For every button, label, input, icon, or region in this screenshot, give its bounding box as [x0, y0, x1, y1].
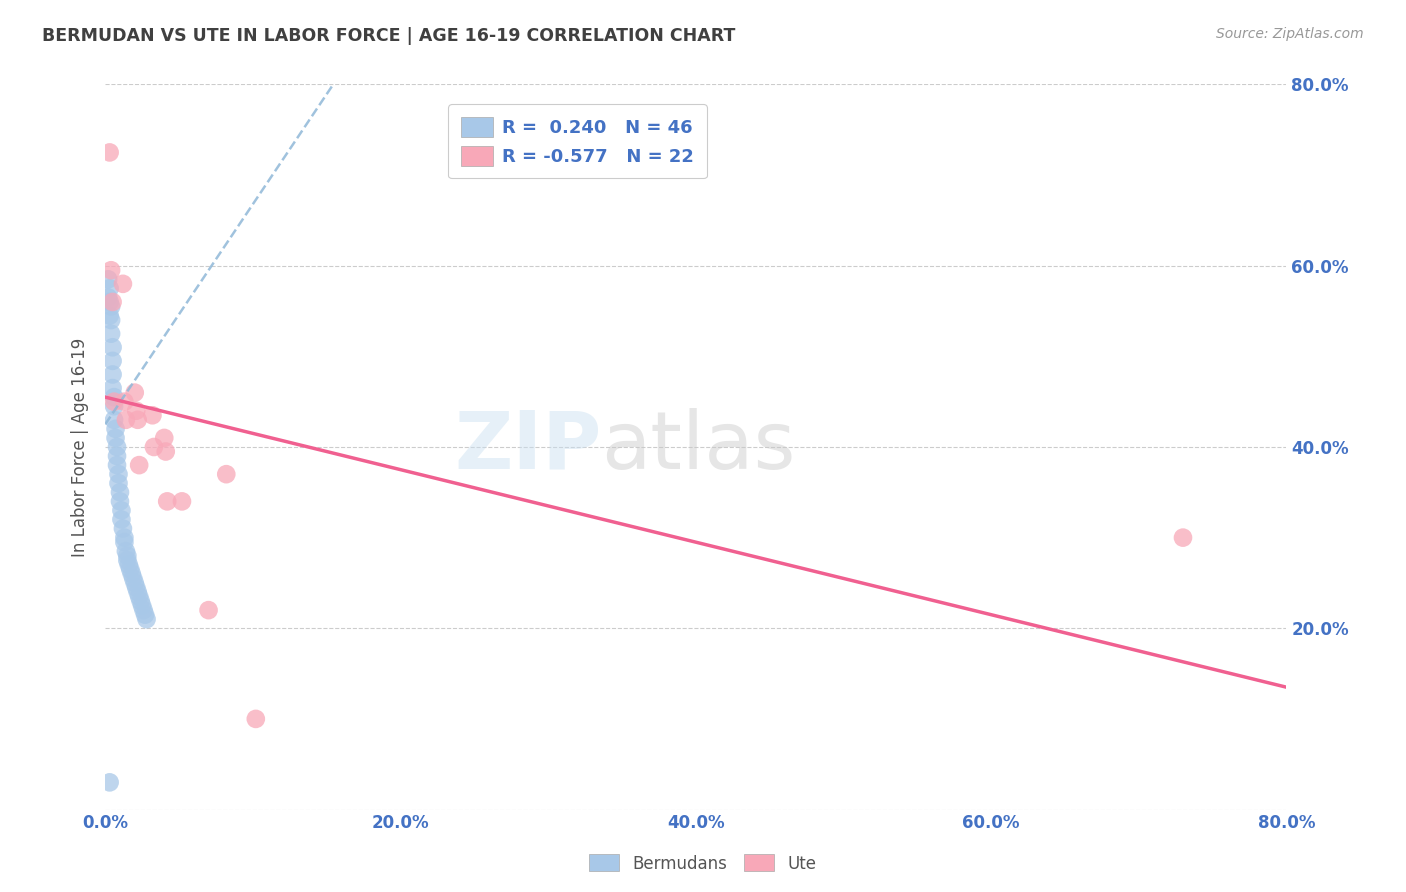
- Point: [170, 494, 193, 508]
- Point: [112, 531, 135, 545]
- Point: [100, 263, 122, 277]
- Point: [124, 385, 146, 400]
- Text: atlas: atlas: [602, 408, 796, 486]
- Point: [103, 394, 125, 409]
- Point: [115, 413, 138, 427]
- Point: [125, 403, 148, 417]
- Point: [103, 413, 125, 427]
- Point: [105, 449, 128, 463]
- Point: [141, 409, 163, 423]
- Point: [124, 576, 146, 591]
- Text: BERMUDAN VS UTE IN LABOR FORCE | AGE 16-19 CORRELATION CHART: BERMUDAN VS UTE IN LABOR FORCE | AGE 16-…: [42, 27, 735, 45]
- Point: [101, 368, 124, 382]
- Point: [112, 394, 135, 409]
- Point: [1171, 531, 1194, 545]
- Point: [112, 535, 135, 549]
- Point: [134, 607, 156, 622]
- Point: [128, 590, 150, 604]
- Point: [98, 145, 121, 160]
- Point: [127, 585, 149, 599]
- Point: [118, 558, 141, 572]
- Point: [127, 413, 149, 427]
- Point: [131, 599, 153, 613]
- Point: [115, 544, 138, 558]
- Point: [101, 295, 124, 310]
- Point: [98, 281, 121, 295]
- Point: [101, 340, 124, 354]
- Point: [100, 326, 122, 341]
- Point: [100, 300, 122, 314]
- Point: [1319, 662, 1341, 676]
- Point: [108, 485, 131, 500]
- Point: [103, 390, 125, 404]
- Point: [132, 603, 155, 617]
- Point: [245, 712, 267, 726]
- Point: [103, 399, 125, 413]
- Point: [98, 309, 121, 323]
- Point: [121, 566, 143, 581]
- Text: ZIP: ZIP: [454, 408, 602, 486]
- Legend: Bermudans, Ute: Bermudans, Ute: [582, 847, 824, 880]
- Point: [100, 313, 122, 327]
- Point: [117, 553, 139, 567]
- Point: [111, 522, 134, 536]
- Point: [107, 476, 129, 491]
- Point: [105, 458, 128, 472]
- Point: [104, 431, 127, 445]
- Y-axis label: In Labor Force | Age 16-19: In Labor Force | Age 16-19: [72, 337, 89, 557]
- Point: [104, 422, 127, 436]
- Point: [197, 603, 219, 617]
- Point: [125, 581, 148, 595]
- Point: [156, 494, 179, 508]
- Point: [108, 494, 131, 508]
- Point: [97, 290, 120, 304]
- Point: [120, 562, 142, 576]
- Point: [128, 458, 150, 472]
- Point: [101, 354, 124, 368]
- Point: [110, 512, 132, 526]
- Text: Source: ZipAtlas.com: Source: ZipAtlas.com: [1216, 27, 1364, 41]
- Point: [107, 467, 129, 482]
- Point: [101, 381, 124, 395]
- Point: [98, 775, 121, 789]
- Point: [142, 440, 165, 454]
- Point: [129, 594, 152, 608]
- Point: [98, 295, 121, 310]
- Point: [153, 431, 176, 445]
- Point: [135, 612, 157, 626]
- Point: [215, 467, 238, 482]
- Point: [97, 272, 120, 286]
- Point: [110, 503, 132, 517]
- Point: [117, 549, 139, 563]
- Point: [105, 440, 128, 454]
- Legend: R =  0.240   N = 46, R = -0.577   N = 22: R = 0.240 N = 46, R = -0.577 N = 22: [449, 104, 707, 178]
- Point: [155, 444, 177, 458]
- Point: [122, 571, 145, 585]
- Point: [111, 277, 134, 291]
